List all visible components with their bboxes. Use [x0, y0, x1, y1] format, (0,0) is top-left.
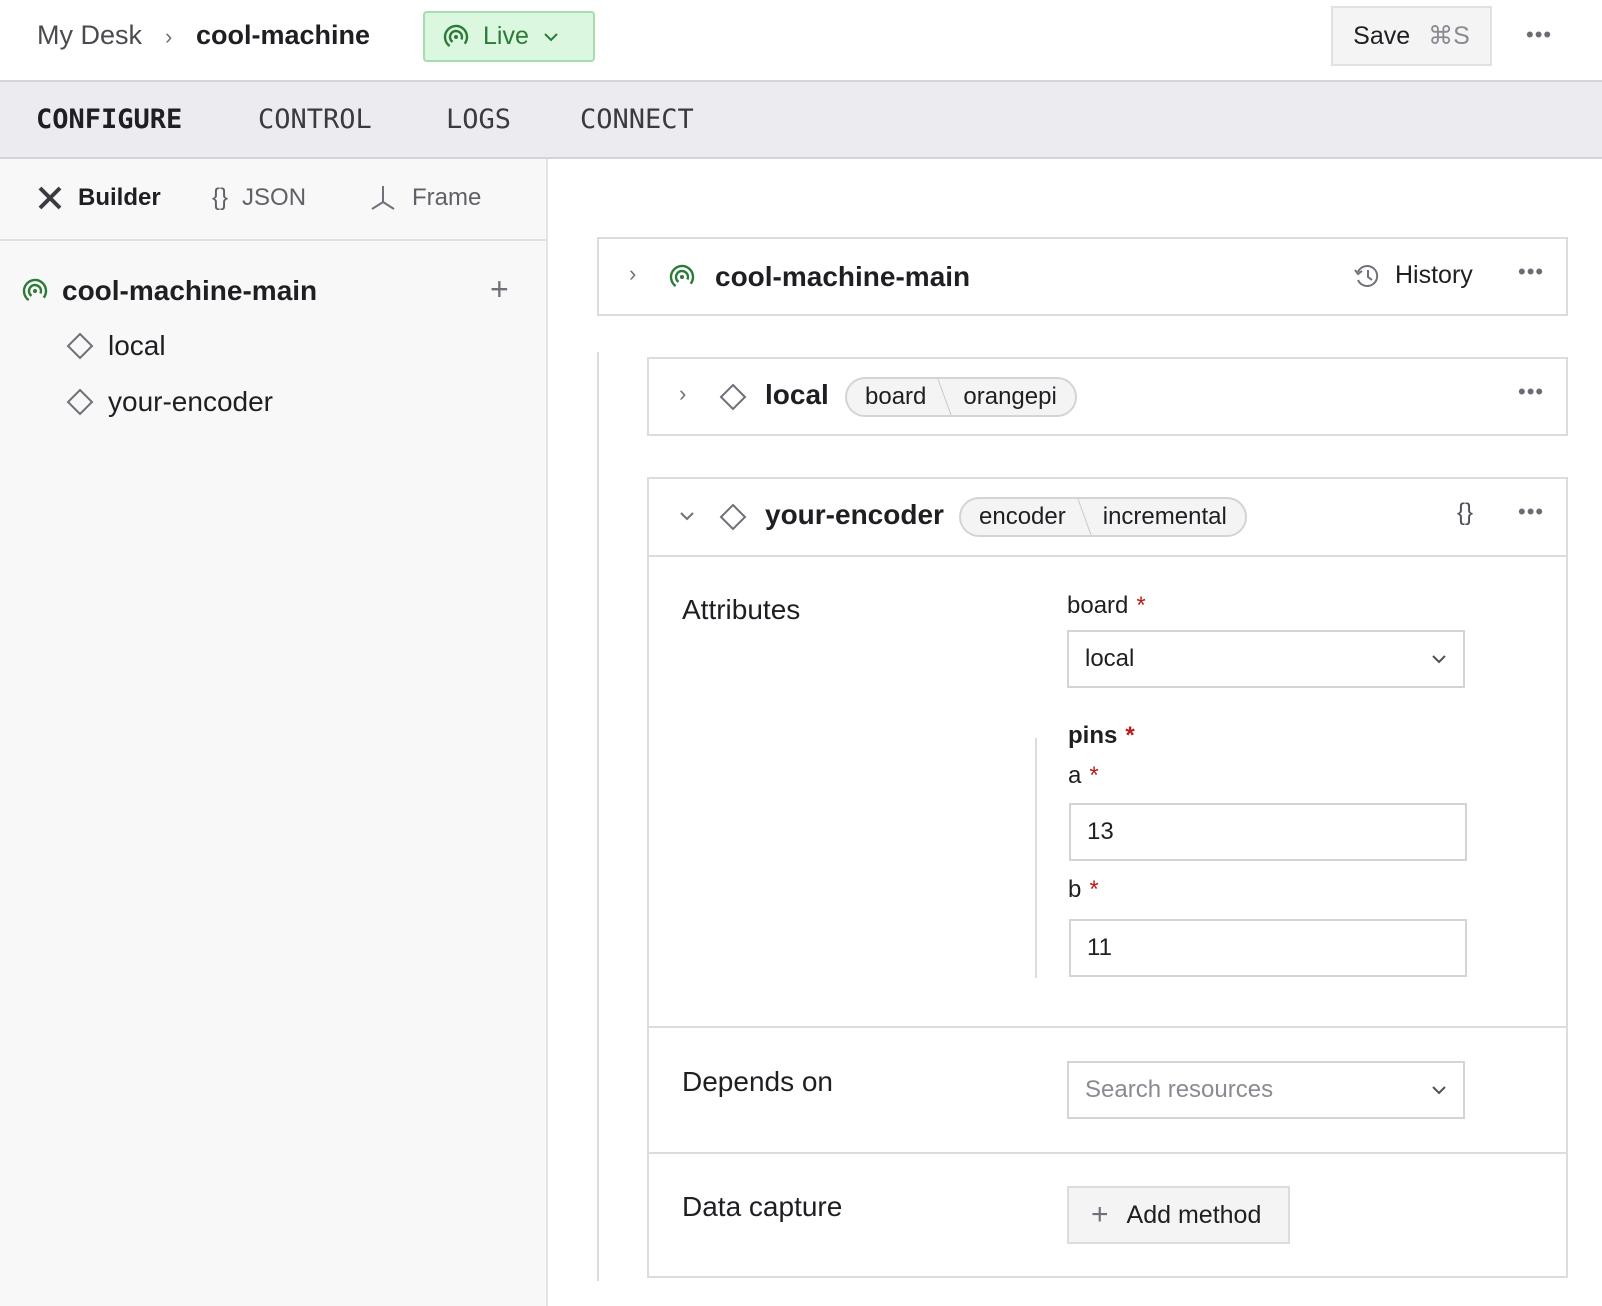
left-panel: Builder {} JSON Frame cool-machine-main … — [0, 159, 548, 1306]
subtab-json[interactable]: {} JSON — [212, 184, 306, 212]
pin-b-label-text: b — [1068, 876, 1082, 903]
component-header: your-encoder encoder incremental {} ••• — [649, 479, 1566, 557]
tab-control[interactable]: CONTROL — [258, 104, 372, 135]
pin-a-input[interactable]: 13 — [1069, 803, 1467, 861]
subtab-frame-label: Frame — [412, 184, 482, 211]
tab-configure[interactable]: CONFIGURE — [36, 104, 183, 135]
pin-a-label: a * — [1068, 762, 1099, 790]
api-label: encoder — [979, 503, 1066, 530]
chevron-down-icon — [544, 32, 558, 41]
chevron-down-icon — [1432, 655, 1446, 664]
part-name: cool-machine-main — [715, 261, 971, 292]
depends-on-select[interactable]: Search resources — [1067, 1061, 1465, 1119]
main-tabs: CONFIGURE CONTROL LOGS CONNECT — [0, 82, 1602, 159]
component-more-icon[interactable]: ••• — [1518, 499, 1545, 524]
component-name: your-encoder — [765, 499, 944, 530]
chevron-right-icon[interactable]: › — [679, 381, 687, 406]
required-marker: * — [1089, 762, 1099, 789]
required-marker: * — [1089, 876, 1099, 903]
data-capture-title: Data capture — [682, 1191, 843, 1222]
tree-item-your-encoder[interactable]: your-encoder — [66, 386, 273, 418]
subtab-frame[interactable]: Frame — [368, 184, 481, 212]
tools-icon — [38, 186, 62, 210]
model-label: incremental — [1102, 503, 1227, 530]
add-component-icon[interactable]: + — [490, 271, 509, 307]
part-signal-icon — [22, 278, 48, 304]
required-marker: * — [1125, 722, 1135, 749]
api-label: board — [865, 383, 927, 410]
depends-on-title: Depends on — [682, 1066, 834, 1097]
tree-item-label: local — [108, 330, 166, 361]
more-options-icon[interactable]: ••• — [1526, 22, 1553, 47]
save-shortcut: ⌘S — [1428, 22, 1470, 50]
chevron-right-icon[interactable]: › — [629, 261, 637, 286]
pins-label-text: pins — [1068, 722, 1118, 749]
chevron-down-icon — [1432, 1086, 1446, 1095]
top-bar: My Desk › cool-machine Live Save ⌘S ••• — [0, 0, 1602, 82]
history-label: History — [1395, 261, 1473, 289]
pins-guide-line — [1035, 738, 1037, 978]
plus-icon: + — [1091, 1198, 1109, 1231]
attributes-title: Attributes — [682, 594, 801, 625]
subtab-json-label: JSON — [242, 184, 307, 211]
breadcrumb-root[interactable]: My Desk — [37, 20, 143, 50]
board-value: local — [1085, 645, 1135, 672]
save-label: Save — [1353, 21, 1411, 50]
live-status-dropdown[interactable]: Live — [423, 11, 595, 62]
diamond-icon — [66, 388, 94, 416]
component-name: local — [765, 379, 829, 410]
view-tabs: Builder {} JSON Frame — [0, 159, 546, 241]
braces-icon: {} — [212, 184, 229, 211]
pin-b-label: b * — [1068, 876, 1099, 904]
history-button[interactable]: History — [1353, 261, 1473, 290]
pin-b-input[interactable]: 11 — [1069, 919, 1467, 977]
diamond-icon — [719, 503, 747, 531]
component-type-pill: encoder incremental — [959, 497, 1247, 537]
pins-label: pins * — [1068, 722, 1135, 750]
subtab-builder-label: Builder — [78, 184, 161, 211]
pin-a-label-text: a — [1068, 762, 1082, 789]
component-more-icon[interactable]: ••• — [1518, 379, 1545, 404]
tree-item-local[interactable]: local — [66, 330, 166, 362]
part-more-icon[interactable]: ••• — [1518, 259, 1545, 284]
component-type-pill: board orangepi — [845, 377, 1077, 417]
required-marker: * — [1136, 592, 1146, 619]
board-select[interactable]: local — [1067, 630, 1465, 688]
model-label: orangepi — [963, 383, 1057, 410]
tree-guide-line — [597, 352, 599, 1281]
board-label-text: board — [1067, 592, 1129, 619]
live-status-label: Live — [483, 22, 529, 50]
tab-logs[interactable]: LOGS — [446, 104, 512, 135]
depends-placeholder: Search resources — [1085, 1076, 1274, 1103]
component-card-local: › local board orangepi ••• — [647, 357, 1568, 436]
diamond-icon — [66, 332, 94, 360]
axes-icon — [371, 186, 395, 210]
history-icon — [1354, 264, 1379, 287]
live-signal-icon — [443, 24, 469, 49]
divider — [649, 1152, 1566, 1154]
pin-b-value: 11 — [1087, 934, 1112, 961]
diamond-icon — [719, 383, 747, 411]
json-view-icon[interactable]: {} — [1457, 499, 1474, 526]
pin-a-value: 13 — [1087, 818, 1114, 845]
board-label: board * — [1067, 592, 1146, 620]
breadcrumb-chevron-icon: › — [165, 24, 173, 49]
divider — [649, 1026, 1566, 1028]
component-card-your-encoder: your-encoder encoder incremental {} ••• … — [647, 477, 1568, 1278]
save-button[interactable]: Save ⌘S — [1331, 6, 1492, 66]
add-method-label: Add method — [1126, 1200, 1262, 1229]
chevron-down-icon[interactable] — [679, 511, 695, 521]
tab-connect[interactable]: CONNECT — [580, 104, 694, 135]
tree-item-root[interactable]: cool-machine-main — [22, 275, 317, 307]
tree-root-label: cool-machine-main — [62, 275, 318, 306]
part-card: › cool-machine-main History ••• — [597, 237, 1568, 316]
part-signal-icon — [669, 264, 695, 290]
breadcrumb-current: cool-machine — [196, 20, 371, 50]
add-method-button[interactable]: + Add method — [1067, 1186, 1290, 1244]
subtab-builder[interactable]: Builder — [36, 184, 161, 212]
tree-item-label: your-encoder — [108, 386, 273, 417]
